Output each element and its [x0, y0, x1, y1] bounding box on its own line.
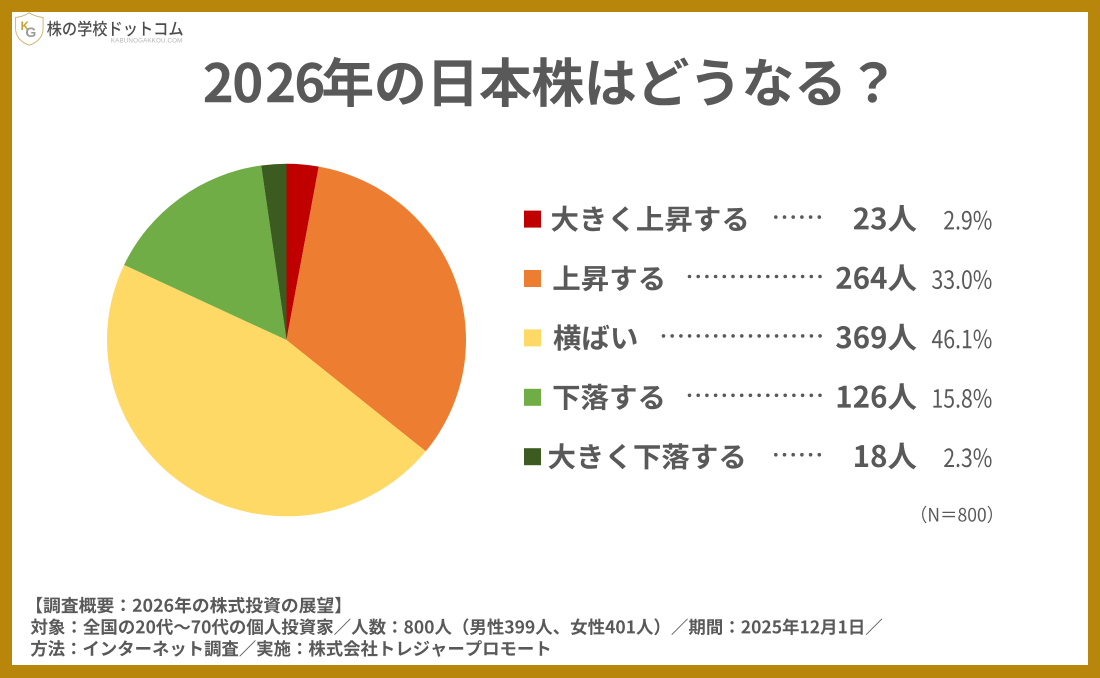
svg-text:G: G	[25, 24, 36, 40]
svg-text:KABUNOGAKKOU.COM: KABUNOGAKKOU.COM	[111, 37, 183, 44]
svg-text:K: K	[21, 21, 30, 33]
